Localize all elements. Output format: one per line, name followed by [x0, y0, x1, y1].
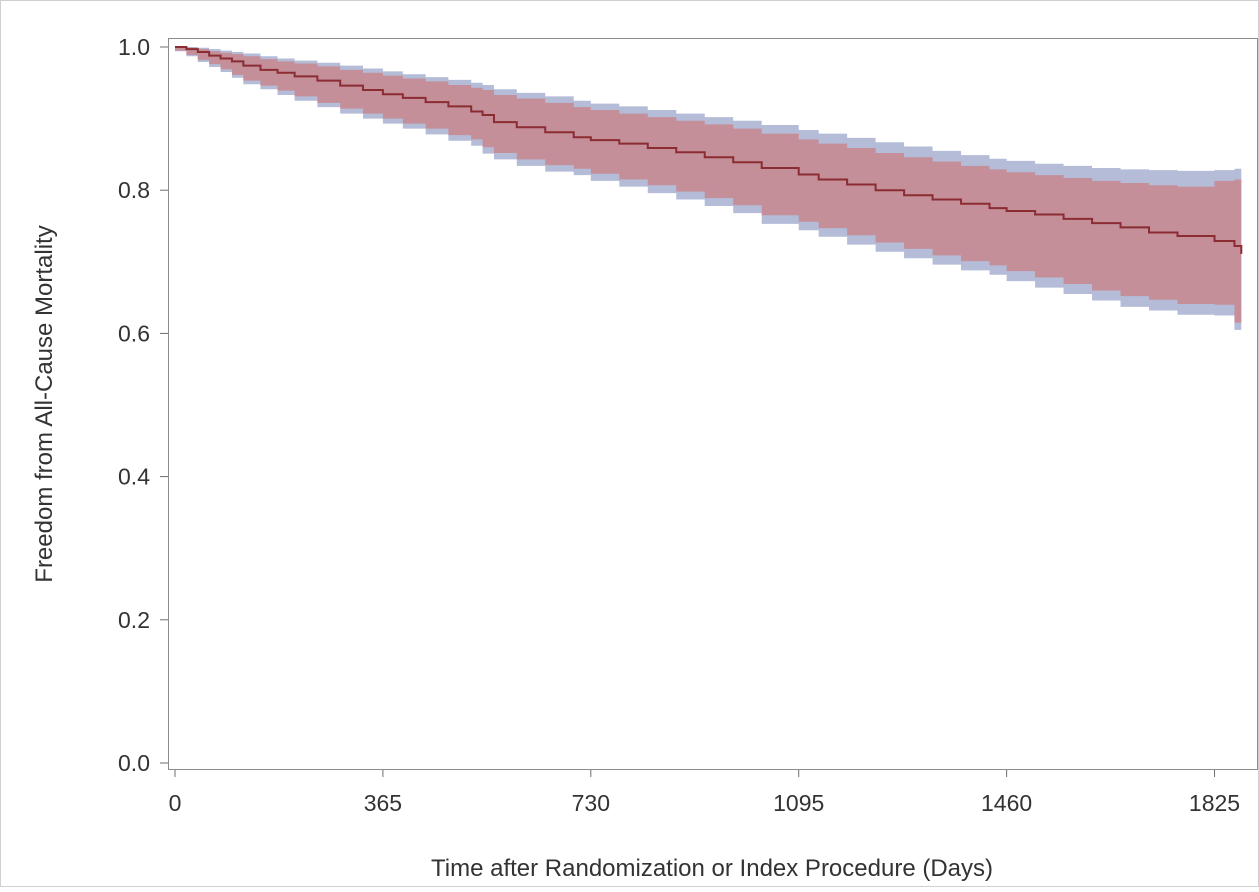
survival-curve	[175, 46, 1243, 254]
y-axis-title: Freedom from All-Cause Mortality	[31, 225, 58, 582]
x-tick-label: 730	[572, 790, 610, 816]
y-tick-label: 0.2	[118, 607, 150, 633]
inner-confidence-band	[175, 47, 1242, 323]
x-tick-label: 365	[364, 790, 402, 816]
x-tick-label: 1460	[981, 790, 1032, 816]
x-tick-label: 1095	[773, 790, 824, 816]
y-tick-label: 0.4	[118, 464, 150, 490]
x-axis: 0 365 730 1095 1460 1825	[169, 770, 1240, 816]
y-tick-label: 1.0	[118, 34, 150, 60]
y-tick-label: 0.6	[118, 320, 150, 346]
plot-frame	[168, 38, 1258, 770]
plot-area	[175, 46, 1243, 330]
y-axis: 0.0 0.2 0.4 0.6 0.8 1.0	[118, 34, 168, 776]
y-tick-label: 0.0	[118, 750, 150, 776]
y-tick-label: 0.8	[118, 177, 150, 203]
x-tick-label: 1825	[1189, 790, 1240, 816]
x-axis-title: Time after Randomization or Index Proced…	[431, 855, 993, 882]
x-tick-label: 0	[169, 790, 182, 816]
